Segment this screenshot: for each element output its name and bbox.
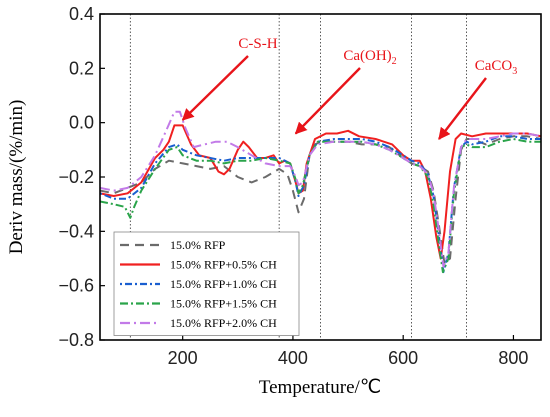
y-tick-label: 0.0 (69, 113, 94, 133)
legend-box (113, 231, 300, 336)
y-tick-label: −0.6 (58, 276, 94, 296)
axis-ticks: 200 400 600 800 −0.8 −0.6 −0.4 −0.2 0.0 0.2 0.4 (58, 4, 528, 368)
y-tick-label: 0.2 (69, 58, 94, 78)
annotation-label: Ca(OH)2 (343, 48, 396, 67)
legend-label: 15.0% RFP+1.5% CH (170, 297, 277, 311)
annotation-arrow (438, 77, 487, 140)
y-tick-label: −0.2 (58, 167, 94, 187)
x-tick-label: 600 (388, 348, 418, 368)
x-tick-label: 200 (168, 348, 198, 368)
series-line-4 (100, 138, 541, 274)
annotation-label: CaCO3 (475, 58, 518, 77)
y-tick-label: −0.4 (58, 221, 94, 241)
annotation-arrow (294, 67, 361, 135)
legend-label: 15.0% RFP+1.0% CH (170, 277, 277, 291)
legend: 15.0% RFP 15.0% RFP+0.5% CH 15.0% RFP+1.0%… (113, 231, 300, 336)
series-lines (100, 110, 541, 274)
y-tick-label: −0.8 (58, 330, 94, 350)
x-tick-label: 800 (498, 348, 528, 368)
legend-label: 15.0% RFP (170, 238, 226, 252)
y-axis-title: Deriv mass/(%/min) (6, 100, 27, 255)
x-tick-label: 400 (278, 348, 308, 368)
annotation-arrow (181, 55, 249, 121)
y-tick-label: 0.4 (69, 4, 94, 24)
x-axis-title: Temperature/℃ (259, 377, 381, 398)
legend-label: 15.0% RFP+0.5% CH (170, 258, 277, 272)
annotations: C-S-H Ca(OH)2 CaCO3 (181, 36, 518, 140)
annotation-label: C-S-H (238, 36, 277, 52)
legend-label: 15.0% RFP+2.0% CH (170, 316, 277, 330)
